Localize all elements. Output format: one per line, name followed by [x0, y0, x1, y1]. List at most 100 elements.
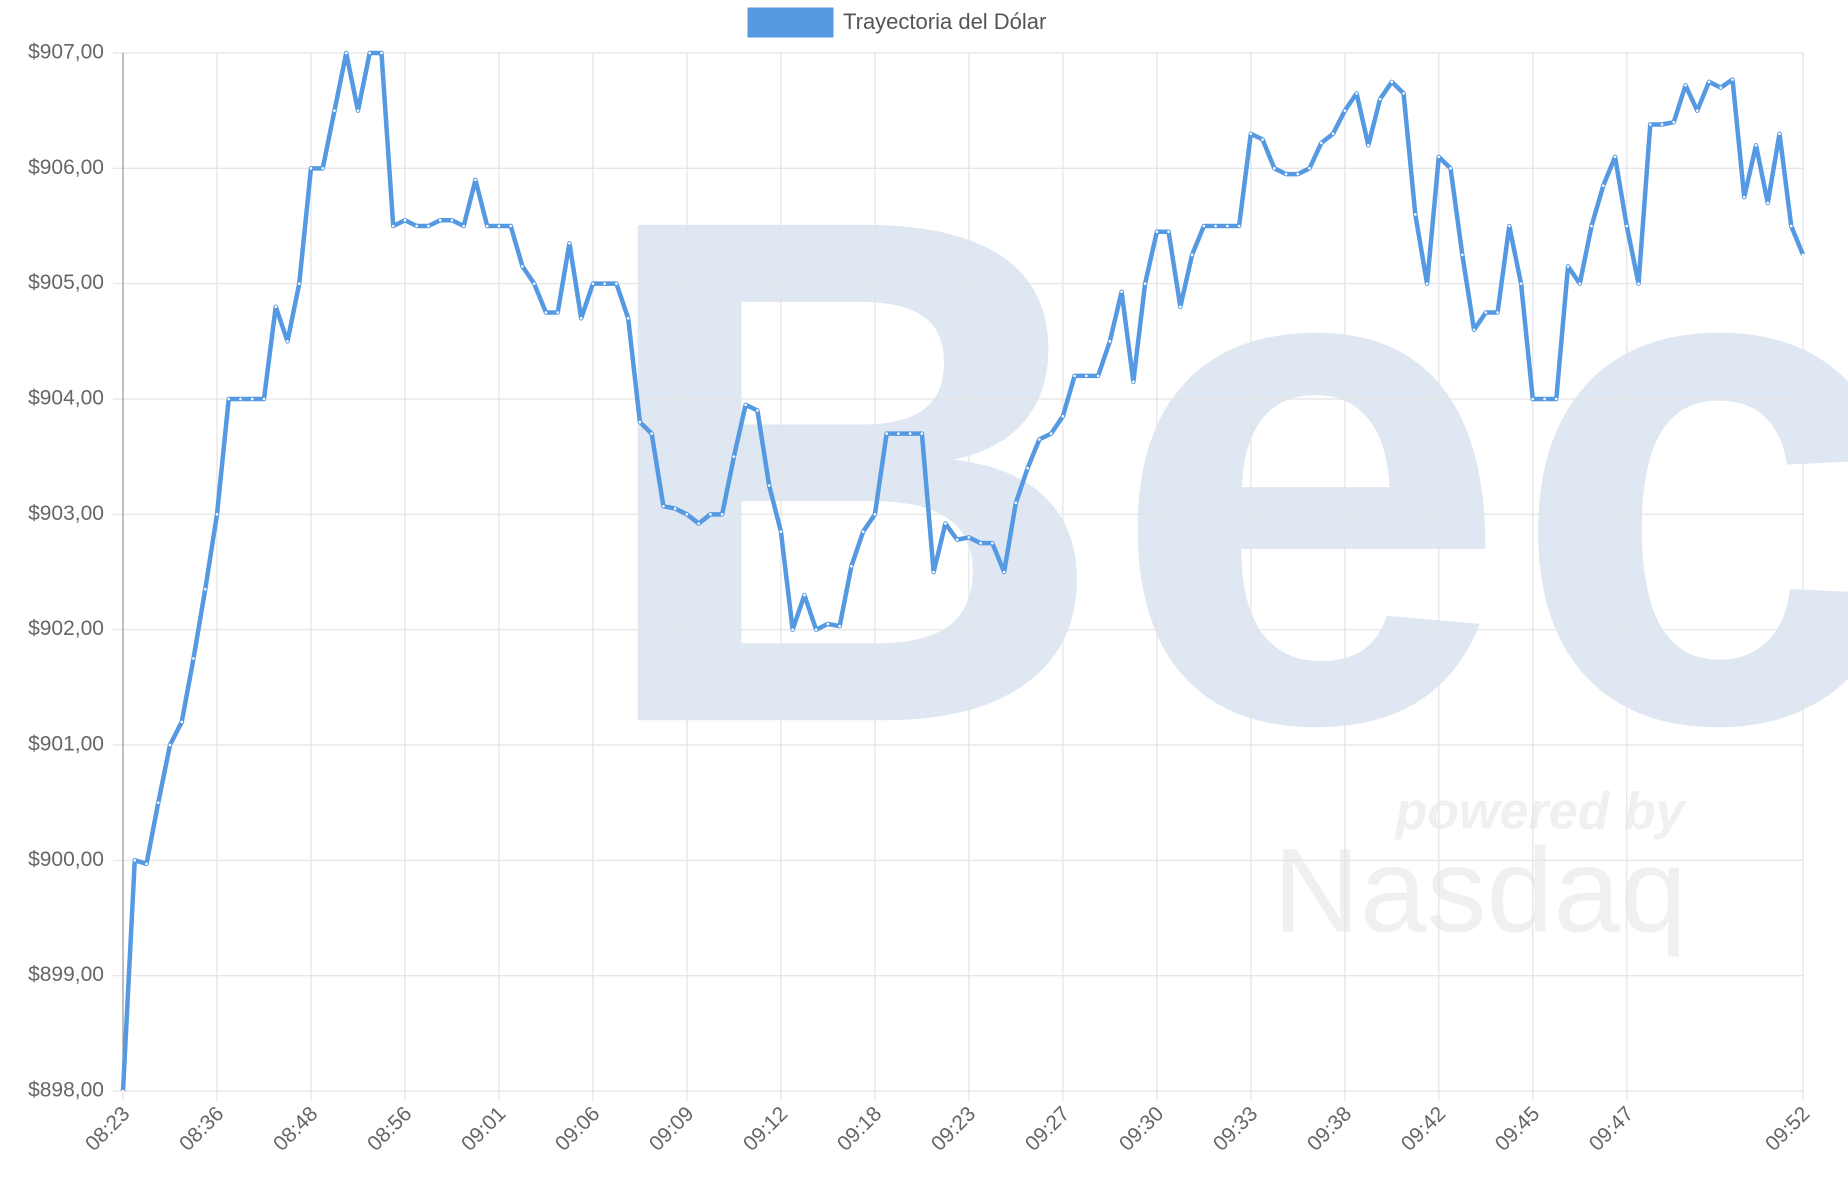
- point: [1789, 224, 1793, 228]
- point: [920, 432, 924, 435]
- point: [1249, 132, 1253, 136]
- point: [1108, 340, 1112, 343]
- y-tick-label: $899,00: [28, 963, 104, 986]
- point: [1167, 230, 1170, 234]
- point: [1049, 432, 1053, 435]
- point: [908, 432, 912, 435]
- point: [1284, 172, 1288, 176]
- x-tick-label: 09:47: [1585, 1102, 1638, 1155]
- point: [626, 316, 630, 320]
- point: [1202, 224, 1206, 228]
- point: [767, 484, 771, 487]
- point: [1308, 167, 1311, 170]
- point: [368, 51, 372, 55]
- y-tick-label: $901,00: [28, 733, 104, 756]
- point: [944, 522, 947, 525]
- point: [1731, 78, 1734, 81]
- point: [1660, 123, 1664, 126]
- point: [650, 432, 653, 435]
- point: [1132, 380, 1135, 384]
- point: [1296, 172, 1300, 176]
- point: [427, 224, 430, 228]
- point: [133, 859, 137, 862]
- legend-label: Trayectoria del Dólar: [843, 9, 1046, 34]
- point: [1625, 224, 1629, 228]
- x-tick-label: 09:38: [1303, 1102, 1356, 1155]
- point: [333, 109, 336, 112]
- point: [850, 564, 853, 568]
- x-tick-label: 09:09: [645, 1102, 698, 1155]
- x-tick-label: 08:56: [363, 1102, 416, 1155]
- point: [462, 224, 465, 228]
- point: [497, 224, 501, 228]
- y-tick-label: $905,00: [28, 271, 104, 294]
- point: [250, 397, 254, 401]
- point: [321, 167, 325, 170]
- point: [1472, 328, 1476, 332]
- y-tick-label: $898,00: [28, 1079, 104, 1102]
- point: [391, 224, 395, 228]
- point: [227, 397, 231, 401]
- point: [897, 432, 900, 435]
- x-tick-label: 08:36: [175, 1102, 228, 1155]
- point: [156, 801, 160, 804]
- point: [203, 588, 207, 591]
- point: [168, 743, 172, 747]
- point: [1237, 224, 1241, 228]
- point: [309, 167, 313, 170]
- point: [180, 720, 184, 724]
- point: [1778, 132, 1781, 136]
- point: [591, 282, 595, 285]
- point: [450, 218, 454, 222]
- point: [1496, 311, 1499, 314]
- x-tick-label: 09:06: [551, 1102, 604, 1155]
- point: [979, 541, 982, 545]
- point: [1648, 123, 1652, 126]
- x-tick-label: 09:12: [739, 1102, 792, 1155]
- point: [709, 513, 712, 516]
- point: [1742, 195, 1746, 199]
- point: [1554, 397, 1558, 401]
- point: [1519, 282, 1523, 285]
- y-tick-label: $903,00: [28, 502, 104, 525]
- point: [274, 305, 278, 309]
- point: [1461, 253, 1464, 257]
- point: [1390, 80, 1394, 84]
- point: [1002, 570, 1006, 574]
- point: [967, 536, 971, 539]
- point: [1613, 155, 1617, 159]
- point: [1061, 415, 1065, 418]
- point: [1355, 92, 1358, 95]
- point: [568, 242, 571, 245]
- point: [262, 397, 266, 401]
- point: [1637, 282, 1640, 285]
- point: [544, 311, 548, 314]
- point: [1378, 97, 1382, 101]
- point: [1073, 374, 1076, 378]
- point: [1320, 141, 1323, 145]
- point: [826, 622, 830, 626]
- point: [932, 570, 935, 574]
- point: [532, 282, 536, 285]
- point: [685, 513, 689, 516]
- point: [403, 218, 407, 222]
- point: [991, 541, 994, 545]
- point: [1190, 253, 1194, 257]
- point: [1343, 109, 1347, 112]
- point: [1096, 374, 1100, 378]
- point: [885, 432, 888, 435]
- point: [838, 624, 841, 628]
- y-tick-label: $902,00: [28, 617, 104, 640]
- point: [1801, 253, 1805, 257]
- line: [120, 50, 1806, 1092]
- point: [1684, 83, 1687, 87]
- point: [1578, 282, 1582, 285]
- point: [720, 513, 724, 516]
- point: [1414, 213, 1417, 216]
- point: [485, 224, 489, 228]
- x-tick-label: 09:42: [1397, 1102, 1450, 1155]
- x-tick-label: 08:23: [81, 1102, 134, 1155]
- x-tick-label: 09:01: [457, 1102, 510, 1155]
- x-tick-label: 09:18: [833, 1102, 886, 1155]
